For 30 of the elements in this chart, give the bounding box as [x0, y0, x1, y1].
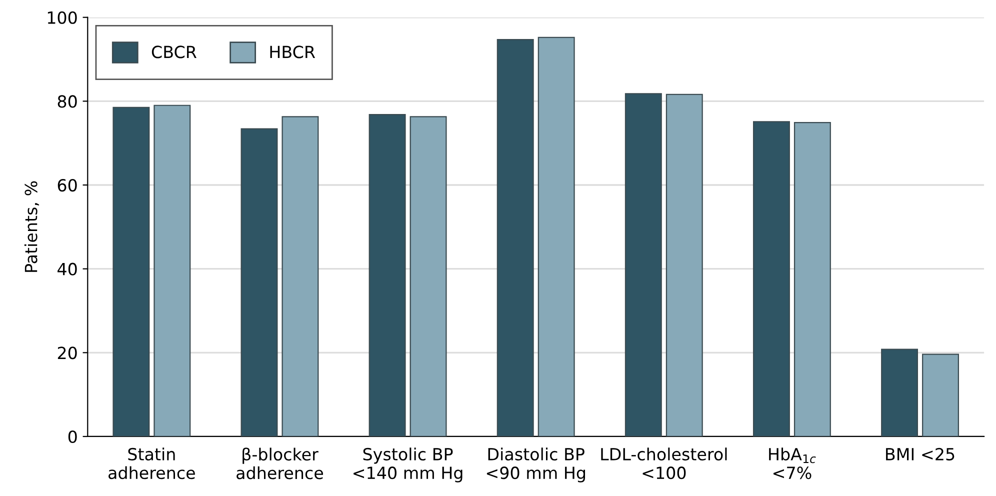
legend-label: CBCR [152, 46, 196, 58]
x-tick-label: Statin adherence [108, 448, 195, 480]
bar [624, 93, 662, 436]
bar [794, 122, 831, 436]
y-tick-label: 20 [58, 346, 77, 360]
bar [112, 106, 150, 436]
y-tick-label: 40 [58, 262, 77, 276]
y-axis-title: Patients, % [24, 181, 40, 272]
bar [496, 39, 534, 436]
bar [410, 116, 447, 436]
bar [752, 121, 790, 436]
x-tick-label: BMI <25 [886, 448, 954, 460]
bar [368, 114, 406, 436]
bar [666, 94, 703, 436]
bar [881, 348, 918, 436]
x-tick-label: Systolic BP <140 mm Hg [354, 448, 462, 482]
y-tick-label: 100 [48, 11, 77, 24]
y-tick-label: 0 [68, 430, 77, 444]
x-tick-label: β-blocker adherence [236, 448, 324, 480]
x-tick-label: HbA$_{1c}$ <7% [769, 448, 816, 480]
bar [240, 128, 278, 436]
bar [922, 354, 959, 436]
bar [154, 104, 191, 436]
x-tick-label: Diastolic BP <90 mm Hg [486, 448, 586, 482]
bar [538, 36, 575, 436]
y-tick-label: 60 [58, 178, 77, 192]
x-tick-label: LDL-cholesterol <100 [601, 448, 727, 480]
y-tick-label: 80 [58, 95, 77, 108]
bar [282, 116, 319, 436]
legend-label: HBCR [270, 46, 316, 58]
